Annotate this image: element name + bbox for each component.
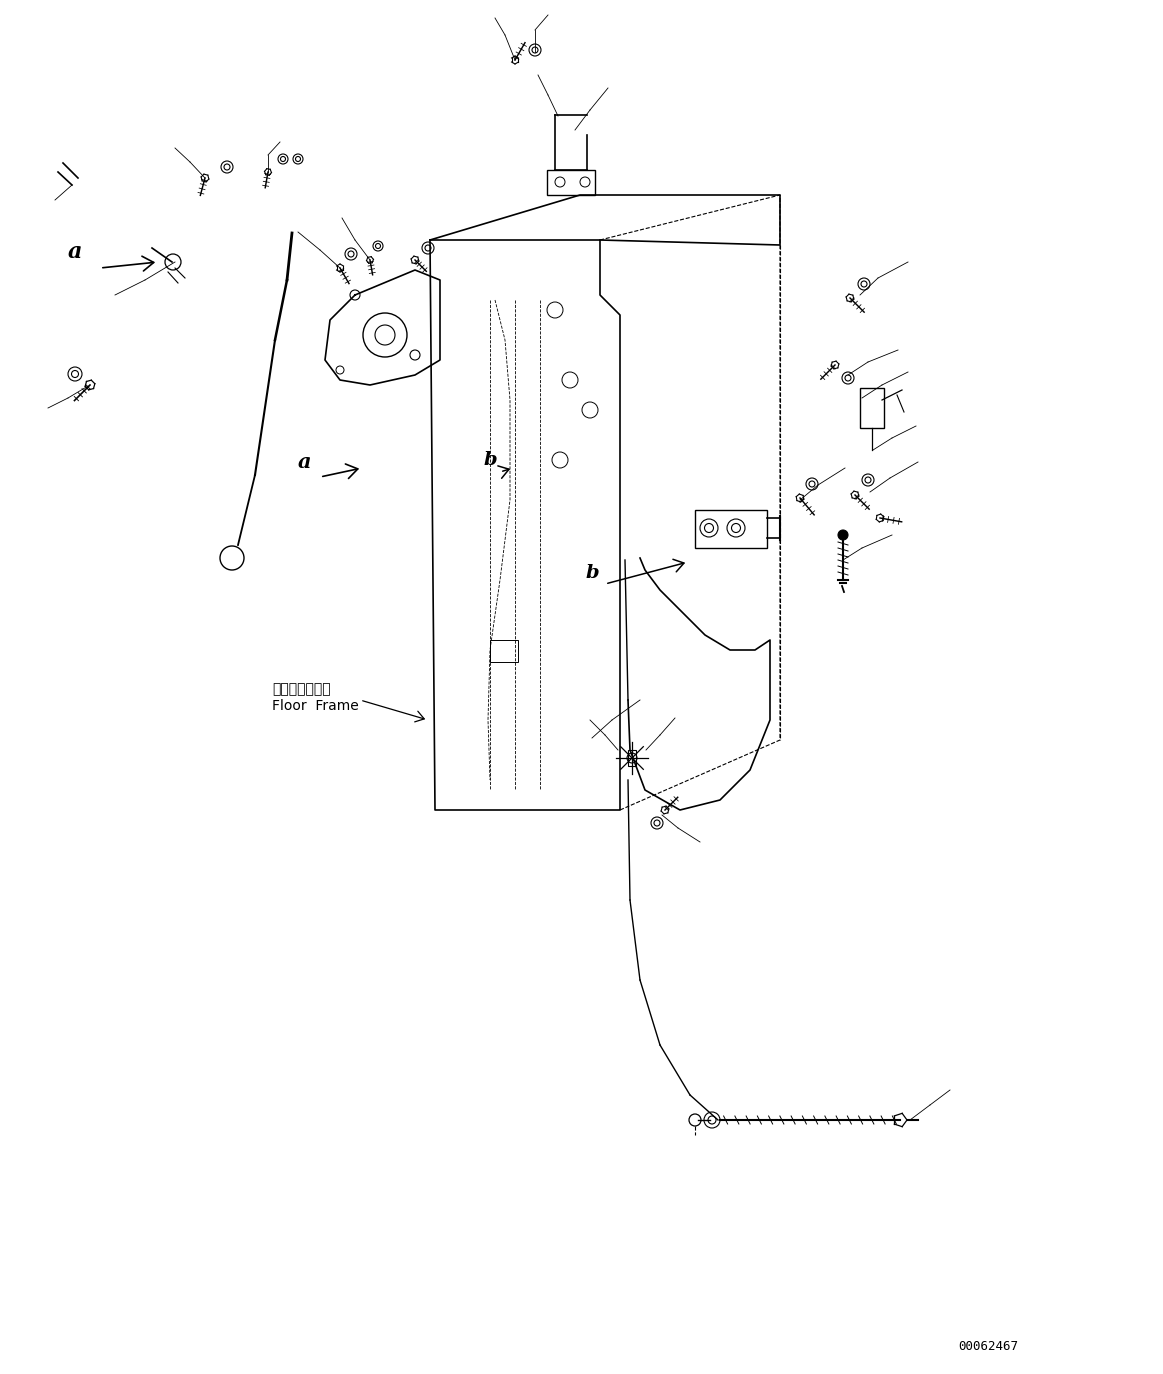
Text: a: a	[67, 240, 83, 262]
Bar	[628, 750, 636, 765]
Bar	[859, 387, 884, 427]
Circle shape	[839, 530, 848, 540]
Bar	[695, 510, 768, 548]
Text: b: b	[484, 451, 498, 469]
Text: フロアフレーム: フロアフレーム	[272, 682, 330, 697]
Bar	[547, 170, 595, 195]
Text: Floor  Frame: Floor Frame	[272, 699, 358, 713]
Bar	[490, 640, 518, 662]
Text: a: a	[298, 452, 312, 473]
Text: b: b	[586, 563, 600, 583]
Text: 00062467: 00062467	[958, 1340, 1018, 1353]
